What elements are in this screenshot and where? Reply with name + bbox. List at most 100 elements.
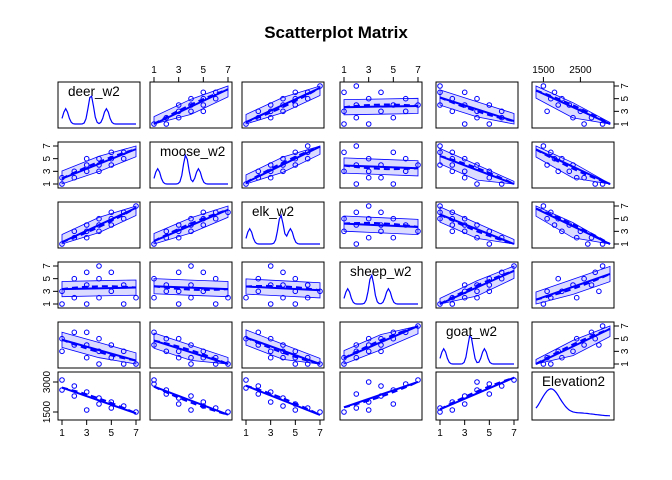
data-point [474, 95, 480, 102]
data-point [71, 228, 78, 235]
data-point [461, 294, 468, 301]
panel-frame [241, 141, 325, 189]
panel-frame [241, 321, 325, 369]
regression-line [343, 164, 419, 170]
diagonal-label: deer_w2 [68, 84, 120, 99]
data-point [151, 342, 157, 348]
data-point [437, 143, 443, 149]
data-point [212, 275, 219, 282]
confidence-band [439, 206, 515, 245]
data-point [570, 114, 576, 121]
panel-frame [531, 371, 615, 421]
data-point [486, 288, 493, 295]
data-point [151, 329, 157, 336]
data-point [437, 102, 443, 108]
data-point [108, 269, 115, 276]
tick-label: 1500 [42, 400, 53, 423]
tick-label: 5 [293, 428, 299, 439]
data-point [341, 215, 347, 222]
data-point [71, 329, 78, 336]
data-point [96, 215, 102, 222]
data-point [486, 241, 493, 247]
data-point [83, 222, 90, 228]
data-point [188, 393, 194, 399]
data-point [292, 149, 299, 156]
data-point [108, 222, 115, 228]
data-point [544, 215, 550, 222]
tick-label: 3 [462, 428, 468, 439]
panel-deer_w2-deer_w2: deer_w2 [57, 81, 141, 129]
smooth-line [343, 325, 419, 360]
data-point [544, 108, 550, 115]
data-point [267, 162, 274, 168]
tick-label: 1 [341, 65, 347, 76]
chart-title: Scatterplot Matrix [264, 23, 408, 42]
panel-sheep_w2-deer_w2 [57, 261, 141, 309]
data-point [108, 342, 115, 348]
data-point [378, 383, 384, 389]
data-point [378, 174, 384, 181]
tick-label: 1 [620, 241, 631, 247]
panel-frame [531, 321, 615, 369]
diagonal-label: elk_w2 [252, 204, 294, 219]
data-point [592, 181, 599, 187]
regression-line [245, 336, 321, 365]
data-point [461, 168, 468, 175]
data-point [449, 168, 456, 175]
data-point [353, 143, 360, 149]
data-point [461, 121, 468, 127]
data-point [175, 401, 182, 407]
data-point [588, 282, 595, 288]
panel-frame [241, 81, 325, 129]
panel-frame [435, 81, 519, 129]
data-point [108, 149, 115, 156]
data-point [163, 288, 170, 295]
data-point [599, 323, 606, 329]
data-point [175, 114, 182, 121]
panel-sheep_w2-sheep_w2: sheep_w2 [339, 261, 423, 309]
data-point [292, 407, 299, 413]
panel-moose_w2-moose_w2: moose_w2 [149, 141, 233, 189]
regression-line [153, 339, 229, 365]
data-point [437, 215, 443, 222]
data-point [292, 301, 299, 307]
data-point [390, 234, 397, 241]
axis-ticks: 1 3 5 7 1 3 5 7 1500 2500 1 3 5 7 1 3 5 7 1 3 5 7 1 3 5 7 1 3 5 7 1500… [42, 65, 631, 439]
data-point [592, 269, 599, 276]
panel-moose_w2-elk_w2 [241, 141, 325, 189]
panel-frame [57, 201, 141, 249]
data-point [581, 121, 587, 127]
panel-frame [149, 371, 233, 421]
data-point [188, 354, 194, 361]
regression-line [61, 338, 137, 362]
data-point [498, 108, 505, 115]
data-point [71, 174, 78, 181]
data-point [151, 275, 157, 282]
data-point [365, 203, 372, 209]
smooth-line [245, 145, 321, 184]
data-point [175, 335, 182, 342]
data-point [573, 174, 580, 181]
tick-label: 1 [620, 361, 631, 367]
data-point [353, 83, 360, 89]
panel-frame [435, 261, 519, 309]
data-point [225, 294, 231, 301]
data-point [390, 401, 397, 407]
data-point [280, 282, 286, 288]
tick-label: 3 [42, 288, 53, 294]
panel-frame [241, 261, 325, 309]
data-point [555, 168, 562, 175]
panel-frame [339, 321, 423, 369]
data-point [267, 114, 274, 121]
data-point [151, 241, 157, 247]
tick-label: 7 [42, 263, 53, 269]
confidence-band [61, 145, 137, 185]
data-point [548, 149, 554, 156]
smooth-line [535, 207, 611, 245]
data-point [200, 222, 207, 228]
data-point [188, 361, 194, 367]
data-point [255, 391, 262, 397]
diagonal-label: moose_w2 [160, 144, 225, 159]
smooth-line [439, 155, 515, 185]
regression-line [439, 213, 515, 245]
